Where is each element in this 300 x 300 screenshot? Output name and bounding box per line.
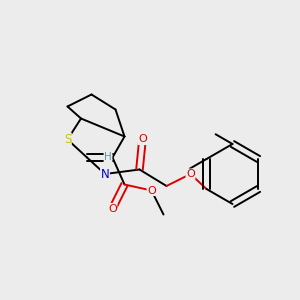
Text: N: N bbox=[100, 167, 109, 181]
Text: O: O bbox=[108, 203, 117, 214]
Text: O: O bbox=[186, 169, 195, 179]
Text: S: S bbox=[64, 133, 71, 146]
Text: O: O bbox=[147, 185, 156, 196]
Text: H: H bbox=[104, 152, 112, 163]
Text: O: O bbox=[138, 134, 147, 145]
